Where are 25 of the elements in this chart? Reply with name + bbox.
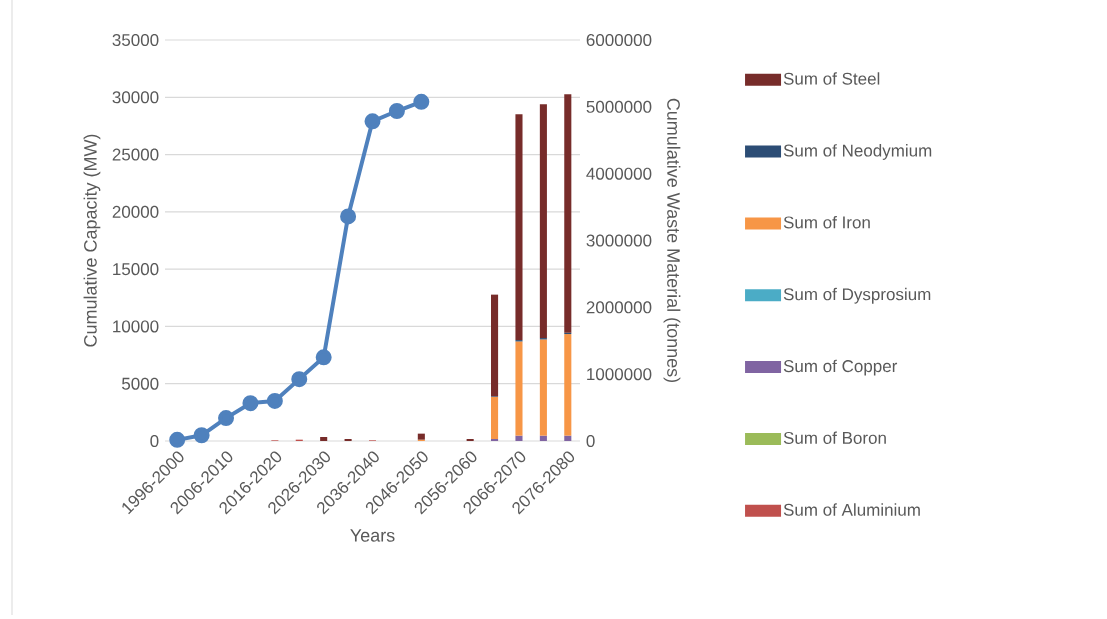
y2-tick-label: 2000000	[586, 301, 652, 314]
legend-label: Sum of Neodymium	[783, 144, 932, 160]
legend-label: Sum of Aluminium	[783, 503, 920, 516]
y2-tick-label: 5000000	[586, 100, 652, 113]
y-axis-title: Cumulative Capacity (MW)	[83, 134, 101, 347]
y-tick-label: 15000	[113, 263, 159, 276]
legend-label: Sum of Copper	[783, 359, 898, 376]
y-tick-label: 25000	[112, 148, 159, 161]
legend-label: Sum of Steel	[783, 72, 880, 85]
y-tick-label: 30000	[112, 91, 159, 104]
y-tick-label: 35000	[112, 33, 159, 47]
y-tick-label: 10000	[113, 320, 159, 333]
y2-tick-label: 3000000	[586, 234, 652, 247]
y-tick-label: 20000	[112, 205, 159, 218]
legend-label: Sum of Boron	[783, 431, 886, 444]
y2-axis-title: Cumulative Waste Material (tonnes)	[663, 98, 681, 383]
x-axis-title: Years	[350, 529, 395, 542]
y-tick-label: 0	[150, 434, 159, 448]
y2-tick-label: 4000000	[586, 167, 652, 180]
legend-label: Sum of Dysprosium	[783, 287, 931, 304]
y2-tick-label: 6000000	[586, 33, 652, 47]
legend-label: Sum of Iron	[783, 215, 870, 229]
y2-tick-label: 0	[586, 434, 595, 448]
y2-tick-label: 1000000	[587, 368, 652, 381]
y-tick-label: 5000	[122, 377, 159, 390]
